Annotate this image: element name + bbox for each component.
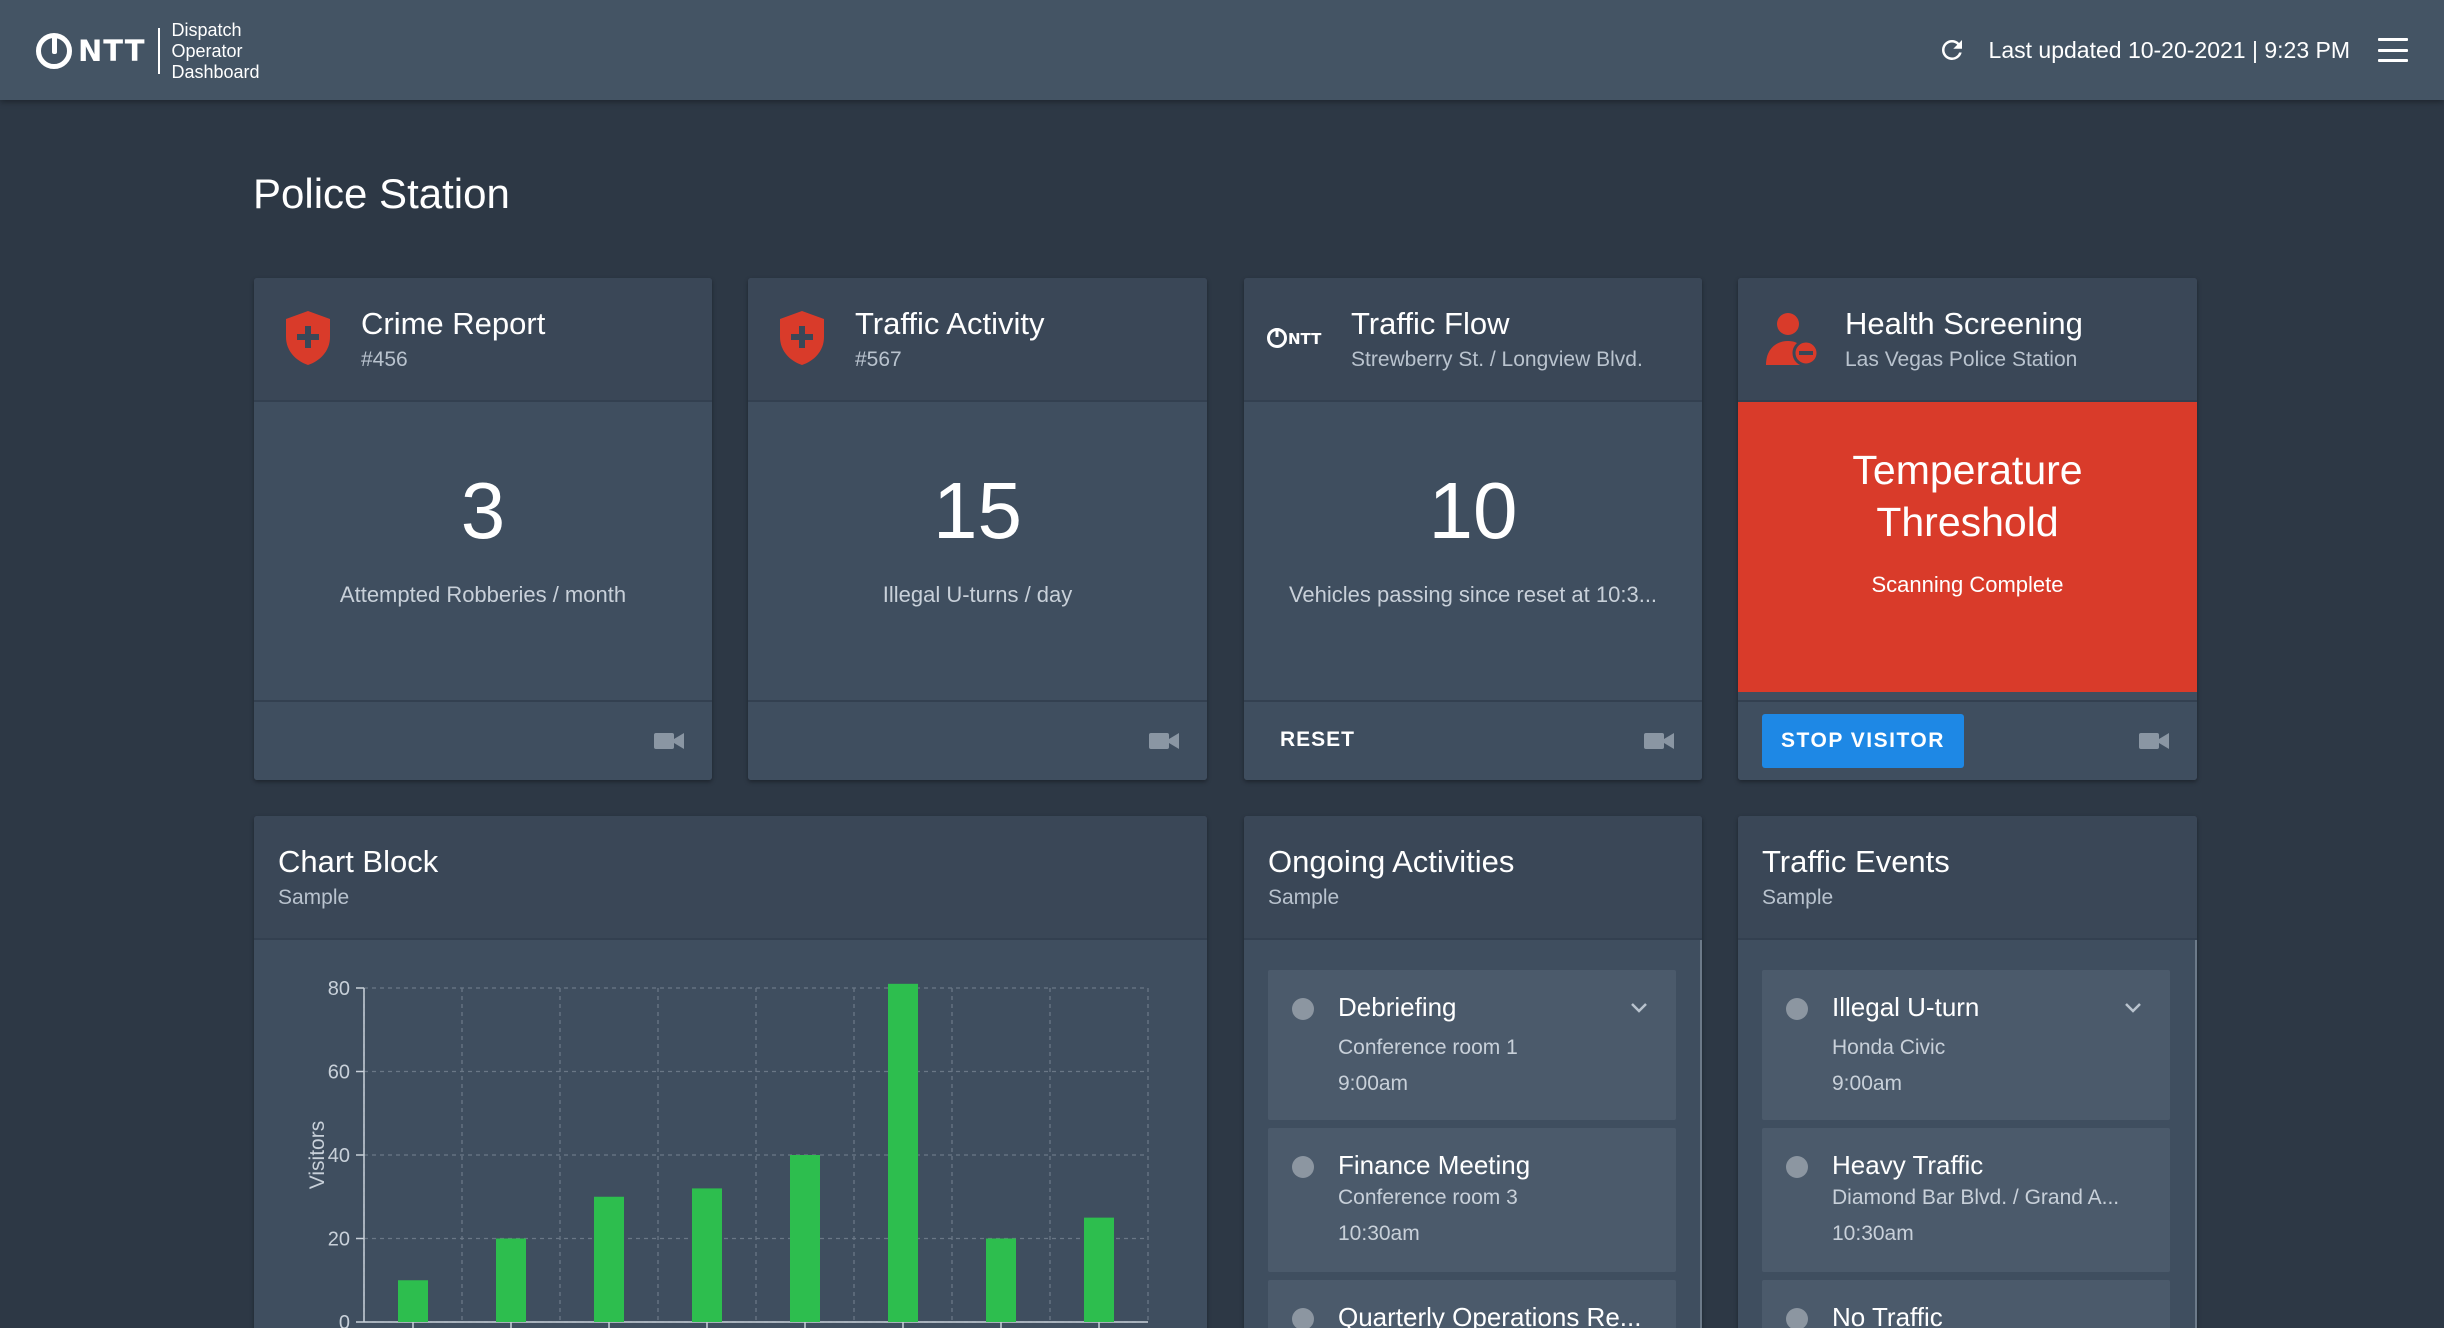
temperature-alert: Temperature Threshold Scanning Complete xyxy=(1738,402,2197,692)
y-tick-label: 60 xyxy=(328,1062,350,1084)
bar xyxy=(398,1280,428,1322)
panel-title: Ongoing Activities xyxy=(1268,844,1515,879)
app-name-line: Operator xyxy=(171,40,243,61)
status-dot xyxy=(1786,1156,1808,1178)
stop-visitor-button[interactable]: STOP VISITOR xyxy=(1762,714,1964,768)
panel-title: Traffic Events xyxy=(1762,844,1950,879)
ntt-logo-icon: NTT xyxy=(1266,308,1332,368)
list-item[interactable]: Debriefing Conference room 1 9:00am xyxy=(1268,970,1676,1120)
bar xyxy=(496,1238,526,1322)
status-dot xyxy=(1292,998,1314,1020)
card-title: Health Screening xyxy=(1845,306,2083,341)
alert-title: Temperature Threshold xyxy=(1852,447,2083,545)
chevron-down-icon[interactable] xyxy=(2124,1002,2142,1014)
chart-block-panel: Chart Block Sample 0 20 40 60 80 Visitors xyxy=(254,816,1207,1328)
scrollbar[interactable] xyxy=(1700,940,1702,1328)
y-tick-label: 0 xyxy=(339,1312,350,1328)
panel-subtitle: Sample xyxy=(1268,886,1340,909)
item-title: Heavy Traffic xyxy=(1832,1150,1984,1180)
health-screening-card: Health Screening Las Vegas Police Statio… xyxy=(1738,278,2197,780)
list-item[interactable]: Heavy Traffic Diamond Bar Blvd. / Grand … xyxy=(1762,1128,2170,1272)
shield-plus-icon xyxy=(772,308,832,368)
video-camera-icon[interactable] xyxy=(1149,731,1179,751)
item-vehicle: Honda Civic xyxy=(1832,1036,1946,1059)
card-title: Traffic Activity xyxy=(855,306,1045,341)
card-title: Traffic Flow xyxy=(1351,306,1510,341)
bar xyxy=(692,1188,722,1322)
item-time: 9:00am xyxy=(1338,1072,1409,1095)
crime-report-card: Crime Report #456 3 Attempted Robberies … xyxy=(254,278,712,780)
traffic-flow-card: NTT Traffic Flow Strewberry St. / Longvi… xyxy=(1244,278,1702,780)
video-camera-icon[interactable] xyxy=(1644,731,1674,751)
bar xyxy=(594,1196,624,1322)
item-time: 10:30am xyxy=(1832,1222,1914,1245)
item-title: Quarterly Operations Re... xyxy=(1338,1302,1642,1328)
bar xyxy=(1084,1217,1114,1322)
ntt-logo-icon xyxy=(36,33,72,69)
scrollbar[interactable] xyxy=(2195,940,2197,1328)
y-tick-label: 20 xyxy=(328,1229,350,1251)
shield-plus-icon xyxy=(278,308,338,368)
chevron-down-icon[interactable] xyxy=(1630,1002,1648,1014)
metric-label: Vehicles passing since reset at 10:3... xyxy=(1288,582,1658,607)
item-location: Conference room 1 xyxy=(1338,1036,1518,1059)
top-bar: NTT Dispatch Operator Dashboard Last upd… xyxy=(0,0,2444,100)
bar xyxy=(790,1155,820,1322)
alert-subtitle: Scanning Complete xyxy=(1871,572,2064,597)
y-tick-label: 40 xyxy=(328,1145,350,1167)
bar-chart: 0 20 40 60 80 Visitors xyxy=(306,978,1149,1328)
bar xyxy=(888,983,918,1322)
y-axis-label: Visitors xyxy=(306,1121,329,1189)
panel-subtitle: Sample xyxy=(1762,886,1834,909)
card-subtitle: Las Vegas Police Station xyxy=(1845,348,2078,371)
panel-title: Chart Block xyxy=(278,844,439,879)
app-name-line: Dispatch xyxy=(171,19,242,40)
logo-divider xyxy=(157,28,160,74)
traffic-events-panel: Traffic Events Sample Illegal U-turn Hon… xyxy=(1738,816,2197,1328)
ntt-logo[interactable]: NTT Dispatch Operator Dashboard xyxy=(36,20,260,83)
item-time: 9:00am xyxy=(1832,1072,1903,1095)
app-name-line: Dashboard xyxy=(171,61,260,82)
hamburger-menu-icon[interactable] xyxy=(2378,38,2408,62)
page-title: Police Station xyxy=(253,170,510,217)
refresh-icon[interactable] xyxy=(1935,33,1969,67)
card-title: Crime Report xyxy=(361,306,546,341)
metric-value: 15 xyxy=(933,466,1022,555)
metric-value: 10 xyxy=(1428,466,1518,555)
list-item[interactable]: Finance Meeting Conference room 3 10:30a… xyxy=(1268,1128,1676,1272)
panel-subtitle: Sample xyxy=(278,886,350,909)
svg-text:NTT: NTT xyxy=(1288,330,1322,348)
list-item[interactable]: Illegal U-turn Honda Civic 9:00am xyxy=(1762,970,2170,1120)
last-updated-text: Last updated 10-20-2021 | 9:23 PM xyxy=(1988,36,2350,63)
metric-label: Attempted Robberies / month xyxy=(339,582,627,607)
item-time: 10:30am xyxy=(1338,1222,1420,1245)
item-title: No Traffic xyxy=(1832,1302,1943,1328)
y-tick-label: 80 xyxy=(328,978,350,1000)
person-minus-icon xyxy=(1762,308,1822,368)
item-title: Illegal U-turn xyxy=(1832,992,1980,1022)
item-location: Diamond Bar Blvd. / Grand A... xyxy=(1832,1186,2120,1209)
metric-label: Illegal U-turns / day xyxy=(882,582,1073,607)
bar xyxy=(986,1238,1016,1322)
card-subtitle: #567 xyxy=(855,348,902,371)
status-dot xyxy=(1786,998,1808,1020)
status-dot xyxy=(1292,1308,1314,1328)
card-subtitle: #456 xyxy=(361,348,408,371)
ongoing-activities-panel: Ongoing Activities Sample Debriefing Con… xyxy=(1244,816,1702,1328)
traffic-activity-card: Traffic Activity #567 15 Illegal U-turns… xyxy=(748,278,1207,780)
item-location: Conference room 3 xyxy=(1338,1186,1518,1209)
metric-value: 3 xyxy=(460,466,506,555)
video-camera-icon[interactable] xyxy=(654,731,684,751)
video-camera-icon[interactable] xyxy=(2139,731,2169,751)
app-name: Dispatch Operator Dashboard xyxy=(172,20,260,83)
status-dot xyxy=(1786,1308,1808,1328)
list-item[interactable]: Quarterly Operations Re... xyxy=(1268,1280,1676,1328)
item-title: Debriefing xyxy=(1338,992,1457,1022)
item-title: Finance Meeting xyxy=(1338,1150,1531,1180)
status-dot xyxy=(1292,1156,1314,1178)
reset-button[interactable]: RESET xyxy=(1280,728,1356,751)
logo-text: NTT xyxy=(78,34,146,68)
card-subtitle: Strewberry St. / Longview Blvd. xyxy=(1351,348,1643,371)
list-item[interactable]: No Traffic xyxy=(1762,1280,2170,1328)
